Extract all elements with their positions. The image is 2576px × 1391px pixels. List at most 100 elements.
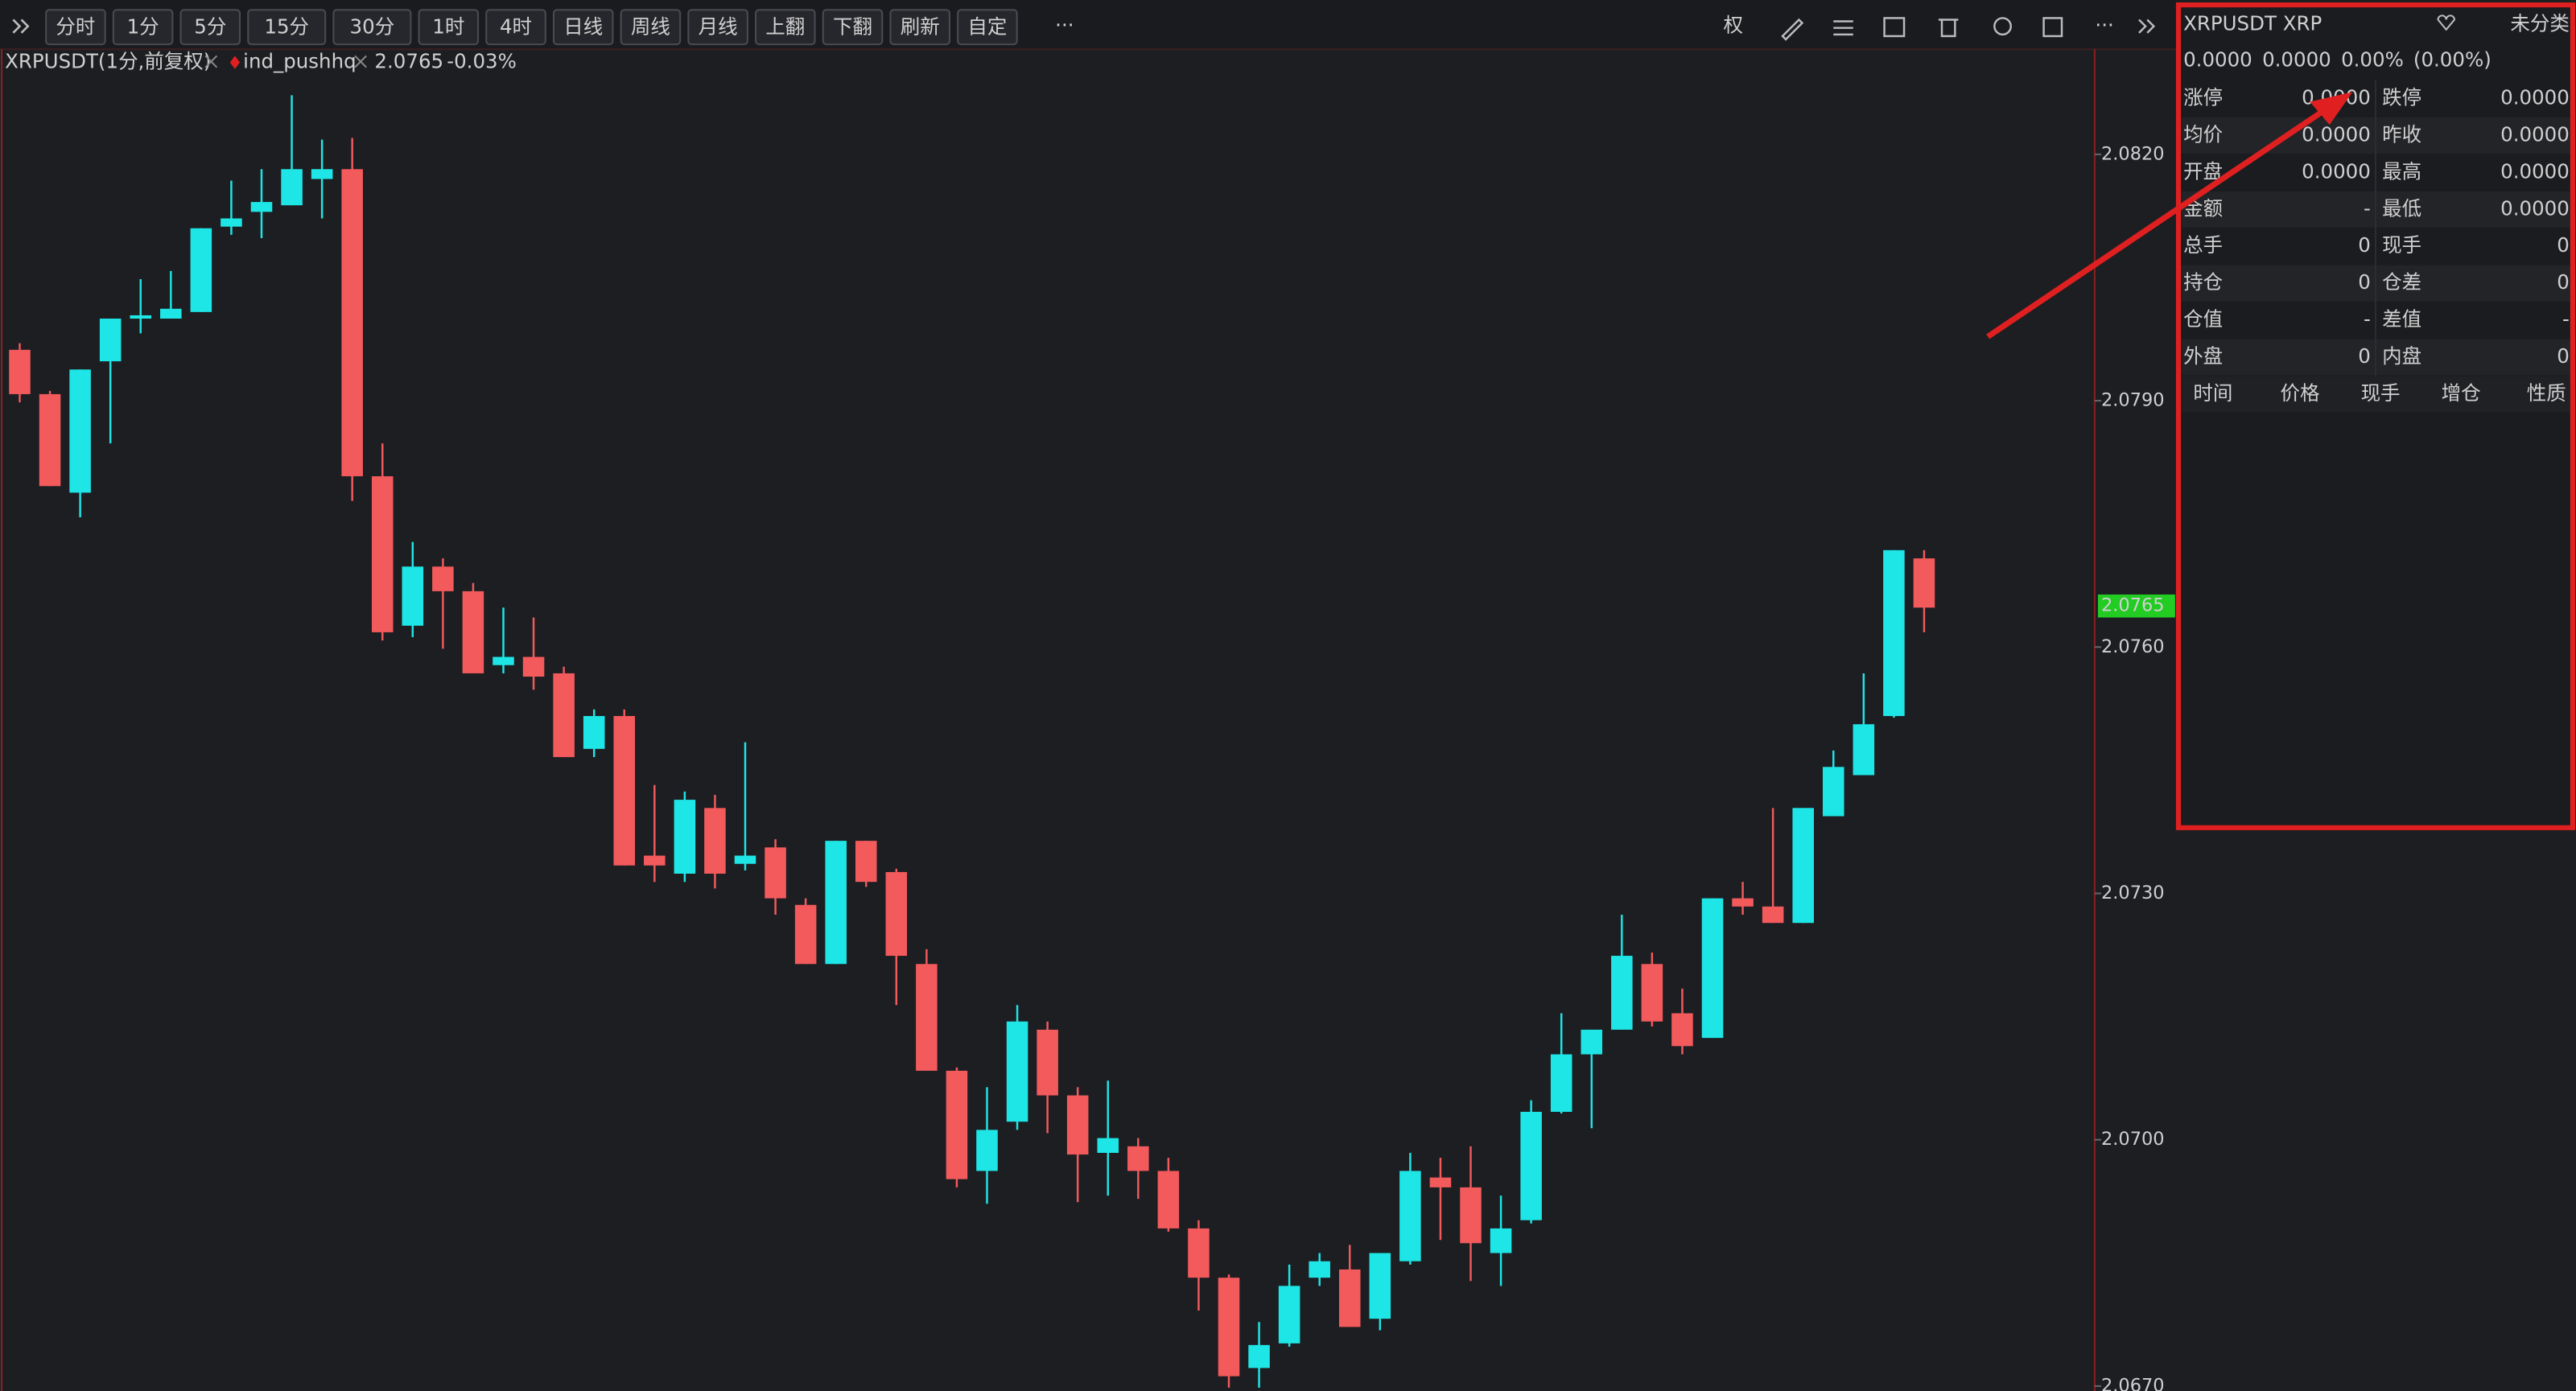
toolbar-button[interactable]: [247, 9, 327, 46]
delete-icon[interactable]: [1938, 19, 1959, 38]
toolbar-button[interactable]: [687, 9, 748, 46]
candle-body: [1429, 1177, 1452, 1187]
toolbar-button[interactable]: [889, 9, 950, 46]
field-value: 0: [2557, 344, 2570, 368]
toolbar-button-label[interactable]: 自定: [967, 15, 1007, 39]
field-value: -: [2562, 307, 2570, 331]
field-label: 内盘: [2382, 344, 2421, 368]
field-label: 开盘: [2183, 159, 2223, 183]
toolbar-button[interactable]: [485, 9, 546, 46]
toolbar-button-label[interactable]: 1分: [127, 15, 159, 39]
quote-value: 0.00%: [2341, 48, 2404, 72]
candle-body: [462, 591, 484, 673]
toolbar-button[interactable]: [112, 9, 174, 46]
candle-body: [1762, 906, 1784, 924]
candle-body: [250, 202, 273, 212]
candle-body: [1671, 1013, 1693, 1047]
field-value: 0: [2557, 233, 2570, 257]
annotation-arrow: [1986, 104, 2331, 340]
toolbar-button[interactable]: [957, 9, 1018, 46]
candle-body: [1338, 1269, 1361, 1327]
candle-body: [1369, 1253, 1391, 1319]
candle-body: [1550, 1054, 1572, 1112]
field-value: 0: [2557, 270, 2570, 294]
candle-body: [704, 808, 726, 874]
candle-body: [1853, 724, 1875, 776]
toolbar-button[interactable]: [418, 9, 480, 46]
field-label: 跌停: [2382, 85, 2421, 109]
candle-body: [1006, 1021, 1028, 1122]
candle-body: [1611, 956, 1633, 1030]
field-value: 0.0000: [2500, 196, 2570, 220]
candle-body: [130, 315, 152, 319]
toolbar-button[interactable]: [822, 9, 884, 46]
toolbar-button-label[interactable]: 月线: [699, 15, 738, 39]
field-label: 仓差: [2382, 270, 2421, 294]
toolbar-button-label[interactable]: 15分: [264, 15, 309, 39]
candle-body: [674, 800, 696, 874]
toolbar-button[interactable]: [179, 9, 241, 46]
candle-body: [1157, 1171, 1180, 1228]
field-label: 涨停: [2183, 85, 2223, 109]
field-label: 持仓: [2183, 270, 2223, 294]
view-icon[interactable]: [1993, 17, 2012, 36]
tool-icons: [1781, 17, 2156, 41]
candle-body: [160, 308, 182, 319]
toolbar-button-label[interactable]: 30分: [350, 15, 395, 39]
toolbar-button-label[interactable]: 日线: [563, 15, 603, 39]
trade-header: 时间: [2193, 381, 2232, 405]
toolbar-button[interactable]: [620, 9, 682, 46]
field-label: 最高: [2382, 159, 2421, 183]
toolbar-button-label[interactable]: 上翻: [765, 15, 805, 39]
trade-header: 增仓: [2442, 381, 2481, 405]
candle-body: [825, 841, 847, 965]
field-label: 总手: [2183, 233, 2223, 257]
panel-category[interactable]: 未分类: [2510, 12, 2569, 35]
window-icon[interactable]: [2042, 17, 2063, 38]
candle-body: [1822, 767, 1844, 817]
toolbar-button-label[interactable]: 4时: [500, 15, 532, 39]
trade-header: 价格: [2281, 381, 2320, 405]
candle-body: [1037, 1029, 1058, 1096]
toolbar-button-label[interactable]: 下翻: [833, 15, 872, 39]
close-icons[interactable]: [204, 55, 367, 68]
pen-icon[interactable]: [1781, 18, 1804, 41]
toolbar-button-label[interactable]: 1时: [432, 15, 464, 39]
candle-body: [583, 716, 605, 749]
quote-value: (0.00%): [2413, 48, 2492, 72]
favorite-icon[interactable]: [2437, 14, 2455, 31]
field-label: 最低: [2382, 196, 2421, 220]
candle-body: [794, 904, 817, 965]
candle-body: [885, 871, 908, 957]
candle-body: [221, 218, 242, 227]
candle-body: [1278, 1286, 1300, 1344]
candle-body: [1883, 549, 1905, 717]
toolbar-button[interactable]: [755, 9, 816, 46]
candle-body: [1127, 1146, 1149, 1171]
candle-body: [765, 847, 786, 899]
candle-body: [1641, 964, 1663, 1022]
candle-body: [1913, 558, 1935, 608]
candle-body: [1792, 808, 1814, 924]
collapse-icon[interactable]: [12, 19, 30, 34]
more-icon[interactable]: ···: [2095, 14, 2113, 37]
layout-icon[interactable]: [1883, 17, 1906, 38]
more-icon[interactable]: ···: [1055, 14, 1074, 37]
candle-body: [1701, 898, 1724, 1039]
toolbar-button[interactable]: [332, 9, 412, 46]
field-value: 0: [2358, 270, 2371, 294]
toolbar-button[interactable]: [45, 9, 106, 46]
toolbar-button-label[interactable]: 刷新: [901, 15, 940, 39]
toolbar-button-label[interactable]: 5分: [194, 15, 226, 39]
expand-icon[interactable]: [2138, 19, 2156, 34]
toolbar-button-label[interactable]: 周线: [631, 15, 670, 39]
right-label[interactable]: 权: [1723, 14, 1743, 37]
candle-body: [432, 566, 454, 591]
toolbar-button[interactable]: [552, 9, 614, 46]
candle-body: [281, 169, 303, 206]
legend-price: 2.0765: [374, 50, 443, 73]
settings-icon[interactable]: [1833, 20, 1853, 36]
toolbar-button-label[interactable]: 分时: [56, 15, 95, 39]
y-tick-label: 2.0670: [2101, 1375, 2165, 1391]
